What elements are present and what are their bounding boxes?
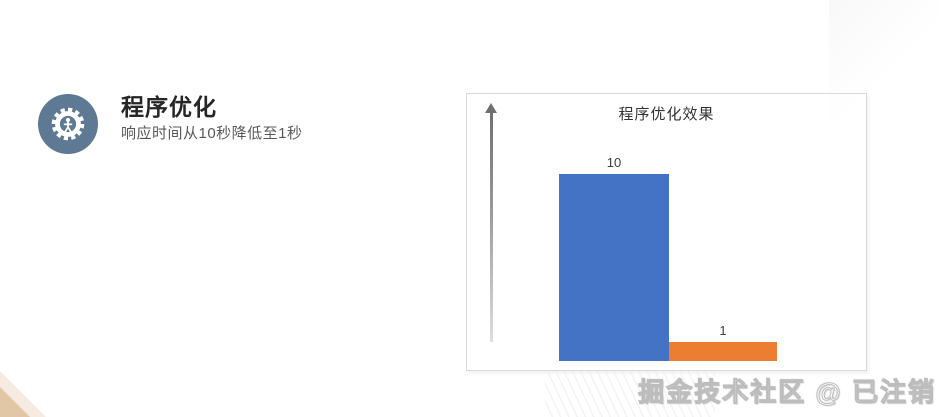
gear-icon: [51, 107, 85, 141]
arrow-line: [489, 112, 493, 342]
chart-card: 程序优化效果 10 1: [466, 93, 867, 371]
watermark-text: 掘金技术社区 @ 已注销: [638, 377, 936, 408]
bar-after: 1: [669, 323, 777, 361]
bar-rect-after: [669, 342, 777, 361]
feature-subtitle: 响应时间从10秒降低至1秒: [121, 125, 303, 142]
arrow-head: [485, 103, 497, 113]
y-axis-up-arrow-icon: [484, 103, 498, 345]
bar-before: 10: [559, 155, 669, 361]
chart-title: 程序优化效果: [618, 106, 715, 123]
gear-person-icon: [38, 94, 98, 154]
diagonal-hatch-texture: [545, 371, 715, 417]
bar-value-label: 1: [719, 323, 727, 338]
bar-rect-before: [559, 174, 669, 361]
top-right-texture: [829, 0, 939, 130]
bar-value-label: 10: [606, 155, 622, 170]
feature-title: 程序优化: [121, 94, 217, 120]
corner-triangle: [0, 387, 30, 417]
